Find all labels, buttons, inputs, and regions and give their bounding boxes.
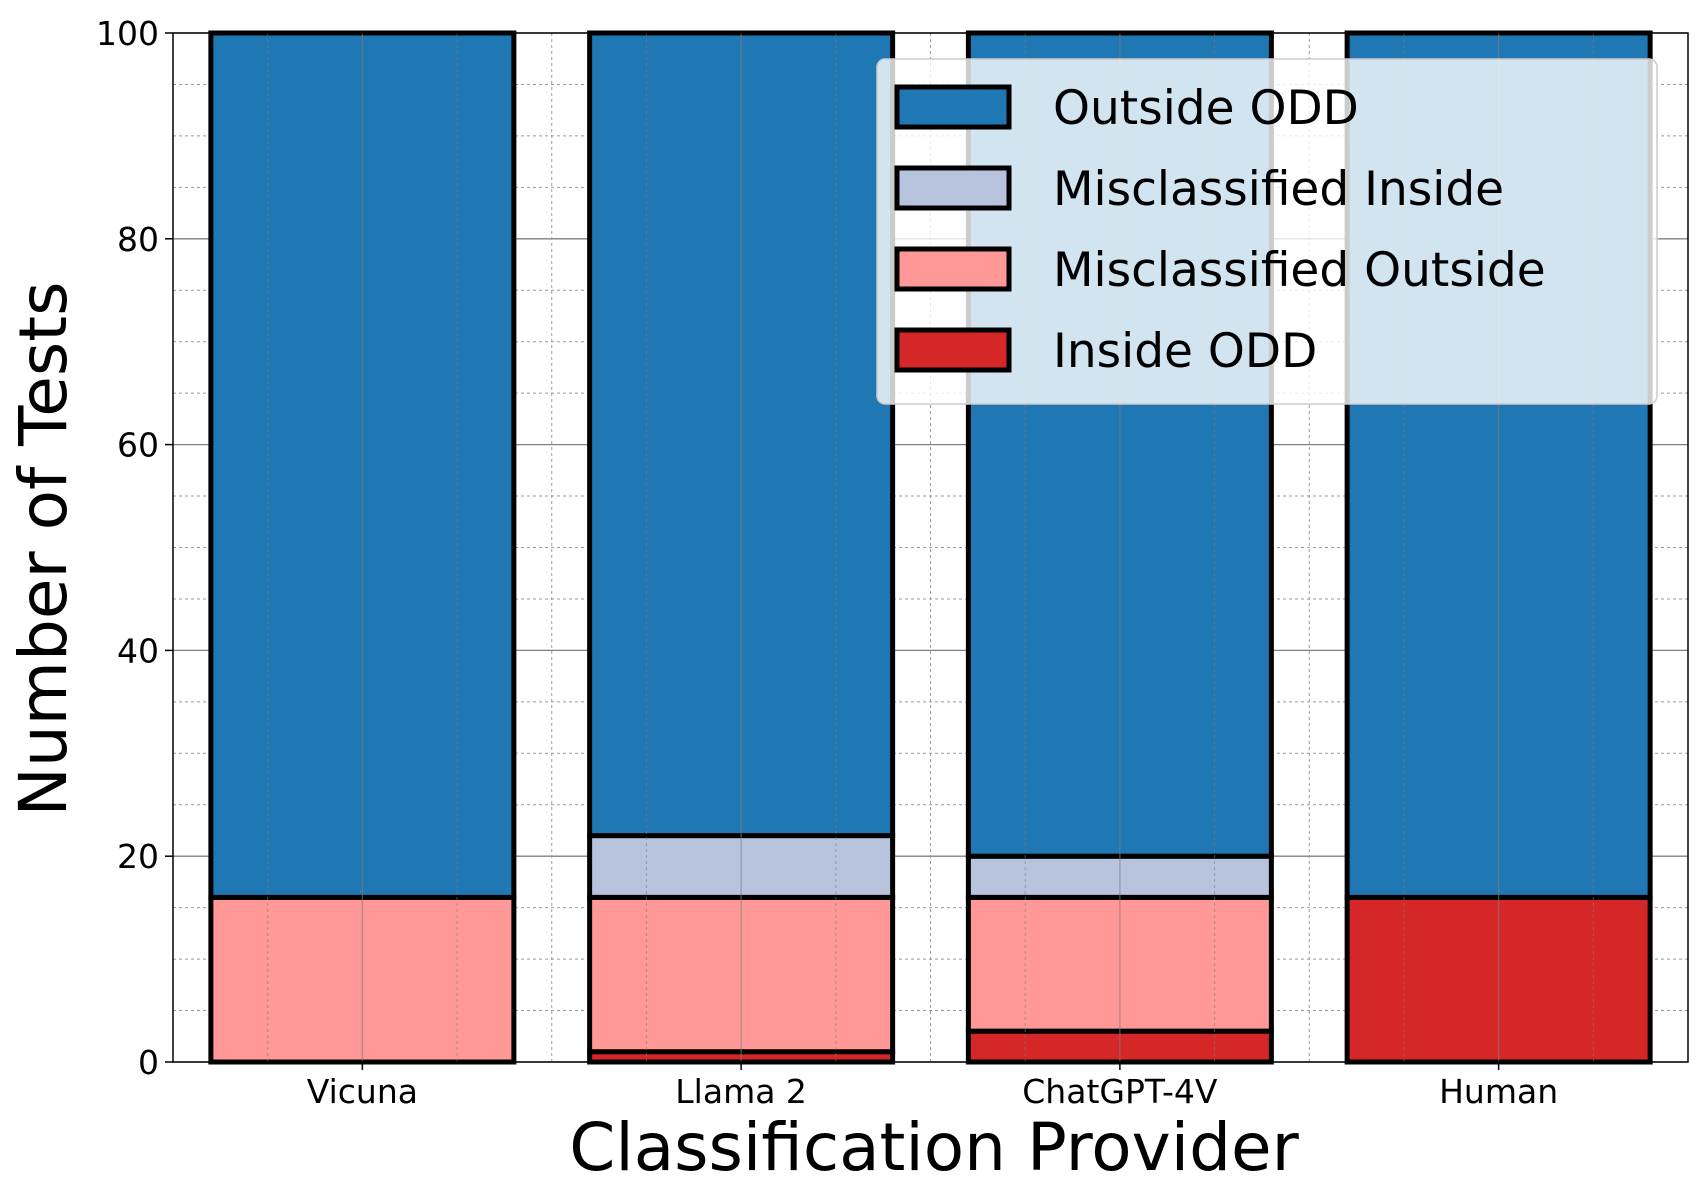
y-tick-label: 40	[117, 631, 159, 670]
y-tick-label: 60	[117, 426, 159, 465]
legend: Outside ODD Misclassified Inside Misclassi…	[876, 58, 1658, 405]
x-tick-label: Vicuna	[307, 1072, 418, 1111]
y-tick-label: 20	[117, 837, 159, 876]
y-tick-label: 0	[138, 1043, 159, 1082]
x-axis-title: Classification Provider	[569, 1109, 1299, 1186]
legend-swatch	[894, 327, 1012, 373]
x-tick-label: ChatGPT-4V	[1022, 1072, 1218, 1111]
legend-label: Misclassified Inside	[1053, 162, 1504, 217]
bars	[208, 30, 1653, 1065]
plot-frame	[172, 32, 1689, 1063]
legend-label: Outside ODD	[1053, 81, 1359, 136]
axes: 0 20 40 60 80 100 Vicuna Llama 2 ChatGPT-4V Human	[96, 14, 1689, 1111]
legend-box	[876, 58, 1658, 405]
legend-swatch	[894, 246, 1012, 292]
y-tick-label: 80	[117, 220, 159, 259]
legend-swatch	[894, 165, 1012, 211]
legend-label: Misclassified Outside	[1053, 243, 1546, 298]
y-axis-title: Number of Tests	[5, 281, 82, 816]
legend-swatch	[894, 84, 1012, 130]
x-tick-label: Human	[1439, 1072, 1558, 1111]
x-tick-label: Llama 2	[675, 1072, 807, 1111]
legend-label: Inside ODD	[1053, 324, 1317, 379]
y-tick-label: 100	[96, 14, 159, 53]
